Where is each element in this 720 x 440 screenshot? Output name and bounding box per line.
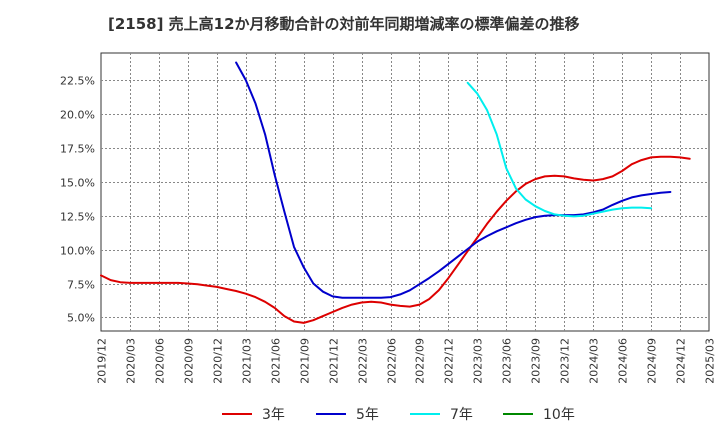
grid-layer (100, 52, 710, 332)
chart-title: [2158] 売上高12か月移動合計の対前年同期増減率の標準偏差の推移 (108, 15, 580, 33)
y-tick-label: 5.0% (67, 312, 95, 325)
series-line-7年 (466, 81, 653, 218)
x-tick-label: 2023/03 (472, 338, 485, 384)
y-tick-label: 22.5% (60, 75, 95, 88)
plot-frame (100, 52, 710, 332)
x-tick-label: 2020/12 (212, 338, 225, 384)
x-tick-label: 2024/03 (588, 338, 601, 384)
x-tick-label: 2023/12 (559, 338, 572, 384)
x-tick-label: 2024/06 (617, 338, 630, 384)
x-tick-label: 2022/09 (414, 338, 427, 384)
series-layer (100, 61, 691, 324)
legend-label-3年: 3年 (262, 407, 285, 423)
x-tick-label: 2021/03 (241, 338, 254, 384)
y-tick-label: 10.0% (60, 245, 95, 258)
x-tick-label: 2022/06 (386, 338, 399, 384)
series-line-3年 (100, 155, 691, 324)
series-line-5年 (235, 61, 672, 299)
x-tick-label: 2025/03 (704, 338, 717, 384)
y-tick-label: 12.5% (60, 211, 95, 224)
x-tick-label: 2021/09 (299, 338, 312, 384)
y-tick-label: 17.5% (60, 143, 95, 156)
x-tick-label: 2021/12 (328, 338, 341, 384)
x-tick-label: 2024/12 (675, 338, 688, 384)
x-tick-label: 2020/06 (154, 338, 167, 384)
x-tick-label: 2024/09 (646, 338, 659, 384)
x-tick-label: 2019/12 (96, 338, 109, 384)
legend: 3年 5年 7年 10年 (222, 407, 575, 423)
axis-layer: 2019/12 2020/03 2020/06 2020/09 2020/12 2021/… (60, 75, 716, 384)
y-tick-label: 15.0% (60, 177, 95, 190)
x-tick-label: 2020/03 (125, 338, 138, 384)
y-tick-label: 20.0% (60, 109, 95, 122)
x-tick-label: 2021/06 (270, 338, 283, 384)
legend-label-5年: 5年 (356, 407, 379, 423)
x-tick-label: 2023/09 (530, 338, 543, 384)
legend-label-10年: 10年 (543, 407, 575, 423)
x-tick-label: 2022/12 (443, 338, 456, 384)
x-tick-label: 2022/03 (357, 338, 370, 384)
x-tick-label: 2023/06 (501, 338, 514, 384)
y-tick-label: 7.5% (67, 279, 95, 292)
legend-label-7年: 7年 (450, 407, 473, 423)
x-tick-label: 2020/09 (183, 338, 196, 384)
